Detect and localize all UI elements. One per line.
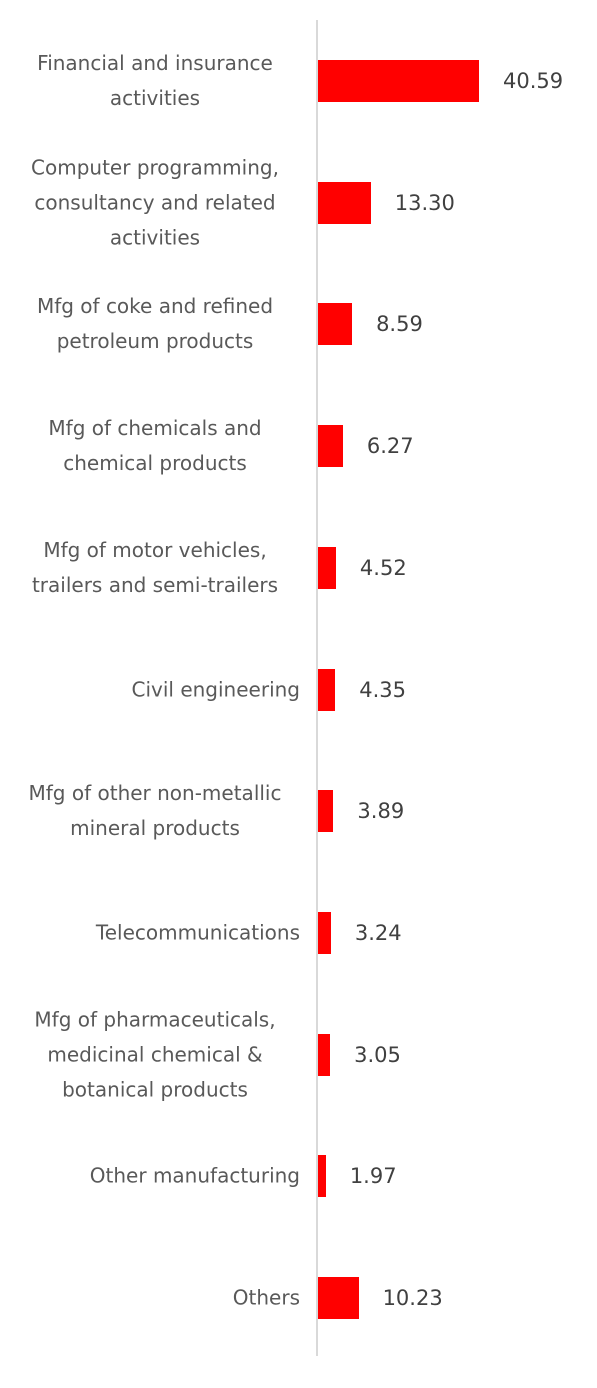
bar — [318, 425, 343, 468]
category-label: Other manufacturing — [10, 1159, 300, 1194]
category-text: Financial and insurance activities — [37, 51, 273, 110]
data-label: 6.27 — [366, 434, 414, 459]
category-text: Mfg of coke and refined petroleum produc… — [36, 294, 274, 354]
category-text: Mfg of other non-metallic mineral produc… — [28, 781, 282, 841]
data-label: 10.23 — [382, 1286, 443, 1310]
category-label: Telecommunications — [10, 915, 300, 950]
data-label: 13.30 — [394, 190, 455, 215]
bar — [318, 1155, 326, 1198]
category-label: Mfg of coke and refined petroleum produc… — [10, 289, 300, 359]
category-text: Others — [232, 1285, 300, 1310]
axis-line — [316, 20, 318, 1356]
category-label: Mfg of pharmaceuticals, medicinal chemic… — [10, 1002, 300, 1107]
bar — [318, 1277, 359, 1319]
category-text: Computer programming, consultancy and re… — [31, 155, 279, 250]
category-text: Mfg of chemicals and chemical products — [48, 416, 262, 476]
data-label: 4.52 — [359, 555, 407, 580]
bar — [318, 1033, 331, 1076]
bar — [318, 546, 336, 589]
category-text: Mfg of pharmaceuticals, medicinal chemic… — [34, 1007, 276, 1102]
bar — [318, 181, 371, 224]
bar — [318, 911, 331, 954]
category-text: Mfg of motor vehicles, trailers and semi… — [31, 537, 279, 597]
data-label: 8.59 — [376, 312, 423, 337]
category-label: Mfg of motor vehicles, trailers and semi… — [10, 533, 300, 603]
data-label: 3.89 — [357, 799, 405, 824]
category-label: Financial and insurance activities — [10, 46, 300, 116]
category-label: Computer programming, consultancy and re… — [10, 150, 300, 255]
category-text: Civil engineering — [131, 677, 301, 701]
category-text: Other manufacturing — [89, 1163, 300, 1188]
data-label: 4.35 — [359, 677, 407, 702]
data-label: 3.05 — [354, 1042, 401, 1067]
data-label: 3.24 — [354, 920, 402, 945]
category-text: Telecommunications — [95, 920, 300, 945]
data-label: 1.97 — [349, 1164, 397, 1189]
bar — [318, 668, 336, 711]
bar — [318, 303, 353, 346]
data-label: 40.59 — [503, 69, 564, 93]
bar — [318, 790, 334, 833]
category-label: Mfg of chemicals and chemical products — [10, 411, 300, 481]
category-label: Others — [10, 1281, 300, 1316]
category-label: Mfg of other non-metallic mineral produc… — [10, 776, 300, 846]
bar — [318, 60, 479, 102]
category-label: Civil engineering — [10, 672, 301, 707]
